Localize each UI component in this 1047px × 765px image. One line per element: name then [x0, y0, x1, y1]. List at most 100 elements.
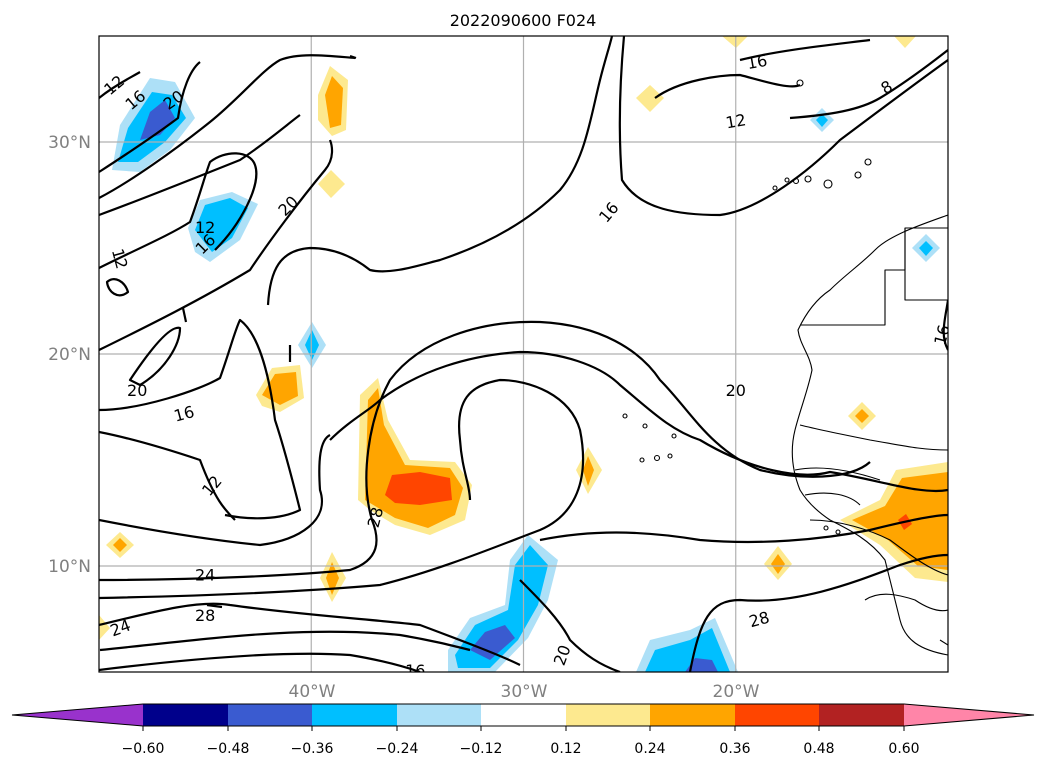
- contour-label: 16: [930, 323, 954, 348]
- contour-line: [206, 603, 223, 609]
- contour-line: [99, 152, 258, 269]
- contour-line: [99, 652, 421, 672]
- contour-label: 12: [724, 110, 747, 132]
- contour-line: [739, 38, 871, 62]
- island: [639, 457, 645, 463]
- contour-label: 20: [127, 381, 147, 400]
- contour-label: 28: [364, 505, 388, 530]
- lat-tick-label: 10°N: [48, 557, 91, 577]
- colorbar-tick-label: −0.48: [207, 741, 250, 757]
- contour-line: [99, 61, 201, 173]
- negative-anomaly-patch: [140, 100, 175, 140]
- contour-label-text: 12: [724, 110, 747, 132]
- positive-anomaly-patch: [722, 36, 748, 48]
- island: [796, 79, 804, 87]
- contour-label: 24: [195, 565, 215, 584]
- colorbar-cell: [481, 704, 566, 726]
- colorbar-tick-label: −0.24: [376, 741, 419, 757]
- negative-anomaly-patch: [455, 545, 548, 668]
- island: [835, 529, 841, 535]
- island: [823, 179, 833, 189]
- negative-anomaly-patch: [816, 114, 828, 127]
- colorbar-cell: [566, 704, 650, 726]
- island: [772, 185, 778, 191]
- contour-line: [654, 73, 801, 99]
- contour-label: 28: [195, 606, 215, 625]
- gridlines: [99, 36, 948, 672]
- island: [792, 177, 800, 185]
- contour-line: [942, 299, 948, 351]
- contour-label-text: 28: [747, 608, 772, 632]
- colorbar-cell: [397, 704, 481, 726]
- latitude-tick-labels: 30°N 20°N 10°N: [48, 133, 91, 577]
- coastline-feature: [904, 228, 948, 301]
- contour-line: [99, 434, 331, 547]
- negative-anomaly-patch: [919, 241, 933, 256]
- contour-line: [99, 71, 141, 99]
- colorbar-tick-label: −0.60: [122, 741, 165, 757]
- contour-line: [539, 513, 948, 544]
- lat-tick-label: 20°N: [48, 345, 91, 365]
- contour-label: 8: [878, 77, 896, 99]
- positive-anomaly-patch: [99, 615, 110, 640]
- contour-label-text: 28: [195, 606, 215, 625]
- positive-anomaly-patch: [583, 456, 594, 486]
- contour-label-text: 16: [930, 323, 954, 348]
- positive-anomaly-patch: [326, 562, 339, 595]
- colorbar-cell: [228, 704, 312, 726]
- island: [671, 433, 677, 439]
- island: [653, 454, 661, 462]
- contour-line: [99, 430, 236, 521]
- contour-lines: [99, 36, 948, 672]
- colorbar-cell: [735, 704, 819, 726]
- colorbar-cell: [12, 704, 143, 726]
- colorbar: [11, 703, 1035, 731]
- coastline-feature: [794, 467, 881, 481]
- colorbar-tick-label: 0.12: [550, 741, 581, 757]
- contour-line: [99, 378, 585, 600]
- lon-tick-label: 20°W: [713, 682, 760, 702]
- contour-label: 16: [172, 402, 197, 426]
- contour-line: [349, 54, 357, 60]
- coastline-feature: [809, 519, 948, 576]
- lat-tick-label: 30°N: [48, 133, 91, 153]
- contour-label-text: 16: [405, 661, 425, 680]
- island: [864, 158, 872, 166]
- contour-label: 12: [108, 246, 132, 271]
- contour-label-text: 12: [108, 246, 132, 271]
- colorbar-cell: [143, 704, 228, 726]
- coastline-feature: [799, 424, 948, 451]
- contour-line: [99, 54, 356, 199]
- colorbar-cell: [650, 704, 735, 726]
- africa-coastline: [791, 214, 948, 656]
- positive-anomaly-patch: [385, 472, 452, 505]
- colorbar-tick-label: 0.36: [719, 741, 750, 757]
- positive-anomaly-patch: [113, 538, 127, 552]
- island: [622, 413, 628, 419]
- negative-anomaly-patch: [195, 198, 248, 252]
- contour-line: [99, 318, 302, 520]
- island: [804, 175, 812, 183]
- map-title: 2022090600 F024: [450, 11, 597, 30]
- contour-line: [99, 630, 471, 652]
- contour-line: [266, 36, 614, 306]
- island: [667, 453, 673, 459]
- contour-label-text: 20: [726, 381, 746, 400]
- contour-line: [99, 320, 871, 582]
- contour-line: [688, 553, 948, 672]
- map-frame: [98, 35, 949, 673]
- anomaly-shading: [99, 36, 948, 672]
- lon-tick-label: 30°W: [501, 682, 548, 702]
- island: [854, 171, 862, 179]
- island: [823, 525, 829, 531]
- coastline-feature: [864, 593, 948, 612]
- positive-anomaly-patch: [318, 170, 345, 198]
- contour-label-text: 28: [364, 505, 388, 530]
- positive-anomaly-patch: [894, 36, 916, 48]
- colorbar-tick-label: 0.60: [888, 741, 919, 757]
- coastlines: [622, 79, 948, 656]
- coastline-feature: [939, 639, 948, 646]
- positive-anomaly-patch: [771, 554, 785, 574]
